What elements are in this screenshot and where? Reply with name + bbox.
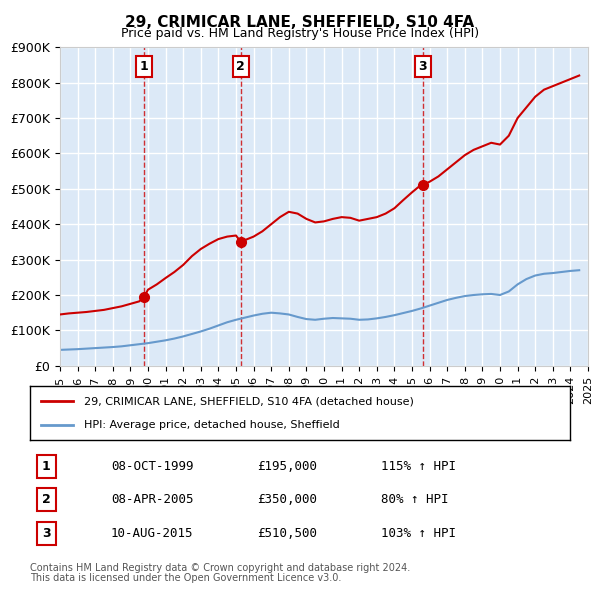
Text: 08-OCT-1999: 08-OCT-1999 — [111, 460, 193, 473]
Text: 103% ↑ HPI: 103% ↑ HPI — [381, 527, 456, 540]
Text: Contains HM Land Registry data © Crown copyright and database right 2024.: Contains HM Land Registry data © Crown c… — [30, 563, 410, 573]
Text: This data is licensed under the Open Government Licence v3.0.: This data is licensed under the Open Gov… — [30, 573, 341, 584]
Text: 3: 3 — [418, 60, 427, 73]
Text: 1: 1 — [42, 460, 50, 473]
Text: £510,500: £510,500 — [257, 527, 317, 540]
Text: 2: 2 — [236, 60, 245, 73]
Text: 08-APR-2005: 08-APR-2005 — [111, 493, 193, 506]
Text: 80% ↑ HPI: 80% ↑ HPI — [381, 493, 449, 506]
Text: HPI: Average price, detached house, Sheffield: HPI: Average price, detached house, Shef… — [84, 419, 340, 430]
Text: £195,000: £195,000 — [257, 460, 317, 473]
Text: £350,000: £350,000 — [257, 493, 317, 506]
Text: 115% ↑ HPI: 115% ↑ HPI — [381, 460, 456, 473]
Text: 29, CRIMICAR LANE, SHEFFIELD, S10 4FA (detached house): 29, CRIMICAR LANE, SHEFFIELD, S10 4FA (d… — [84, 396, 414, 407]
Text: 3: 3 — [42, 527, 50, 540]
Text: 29, CRIMICAR LANE, SHEFFIELD, S10 4FA: 29, CRIMICAR LANE, SHEFFIELD, S10 4FA — [125, 15, 475, 30]
Text: Price paid vs. HM Land Registry's House Price Index (HPI): Price paid vs. HM Land Registry's House … — [121, 27, 479, 40]
Text: 2: 2 — [42, 493, 50, 506]
Text: 1: 1 — [140, 60, 149, 73]
Text: 10-AUG-2015: 10-AUG-2015 — [111, 527, 193, 540]
